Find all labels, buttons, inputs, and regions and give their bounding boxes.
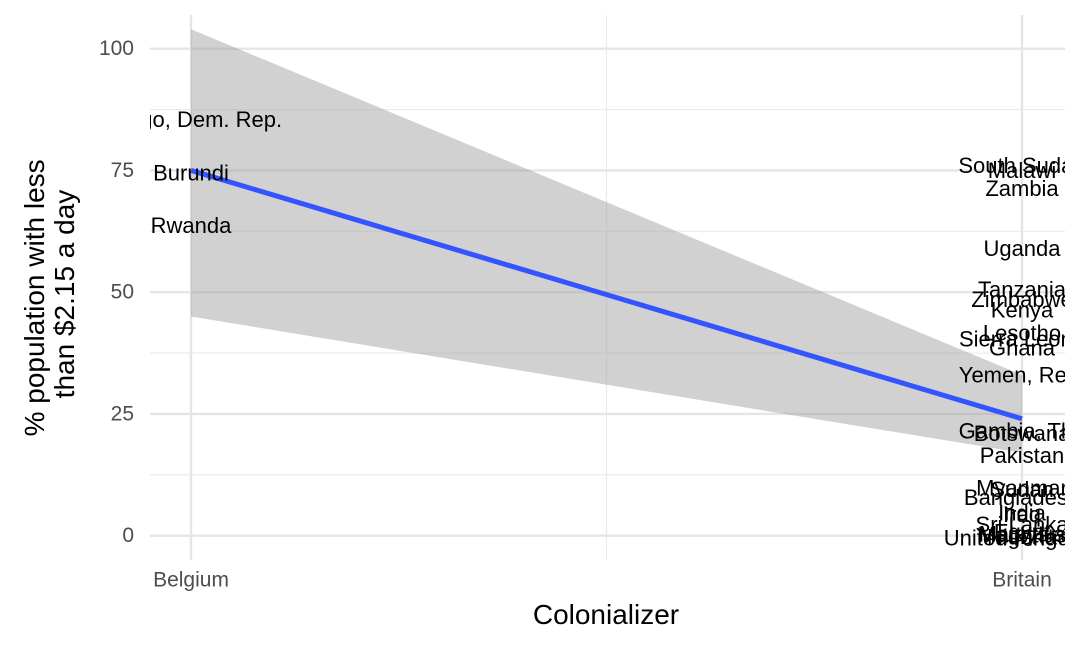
y-axis-ticks: 0 25 50 75 100 bbox=[99, 37, 134, 547]
point-label: Sierra Leone bbox=[959, 326, 1080, 351]
point-label: Burundi bbox=[153, 160, 229, 185]
point-label: Sudan bbox=[990, 477, 1054, 502]
point-label: Zambia bbox=[985, 176, 1059, 201]
y-tick-label: 25 bbox=[111, 402, 134, 425]
point-label: Ghana bbox=[989, 336, 1056, 361]
point-label: Zimbabwe bbox=[971, 287, 1072, 312]
point-label: Kenya bbox=[991, 298, 1054, 323]
confidence-band-layer bbox=[191, 29, 1022, 453]
point-label: Myanmar bbox=[976, 475, 1068, 500]
point-label: Gambia, The bbox=[959, 418, 1080, 443]
point-label: Nigeria bbox=[987, 525, 1057, 550]
point-label: Botswana bbox=[974, 421, 1071, 446]
y-axis-title: % population with less than $2.15 a day bbox=[19, 152, 80, 437]
point-label: United Kingdom bbox=[944, 526, 1080, 551]
y-tick-label: 100 bbox=[99, 37, 134, 60]
y-tick-label: 75 bbox=[111, 159, 134, 182]
point-label: Egypt bbox=[994, 519, 1050, 544]
confidence-band bbox=[191, 29, 1022, 453]
point-label: Bangladesh bbox=[964, 485, 1080, 510]
point-label: India bbox=[998, 500, 1046, 525]
gridlines bbox=[150, 15, 1065, 560]
point-label: Sri Lanka bbox=[976, 512, 1070, 537]
point-label: Malawi bbox=[988, 158, 1056, 183]
x-tick-label: Belgium bbox=[153, 569, 229, 592]
point-label: Lesotho bbox=[983, 321, 1061, 346]
trend-line bbox=[190, 168, 1023, 422]
trend-line-layer bbox=[190, 168, 1023, 422]
point-label: Pakistan bbox=[980, 443, 1064, 468]
point-label: Rwanda bbox=[151, 213, 232, 238]
point-label: Congo, Dem. Rep. bbox=[100, 107, 282, 132]
point-label: South Sudan bbox=[958, 153, 1080, 178]
y-tick-label: 0 bbox=[122, 524, 134, 547]
point-label: Uganda bbox=[983, 236, 1061, 261]
point-label: Mauritius bbox=[977, 523, 1066, 548]
x-axis-ticks: Belgium Britain bbox=[153, 569, 1052, 592]
point-label: Tanzania bbox=[978, 277, 1067, 302]
y-axis-title-line-1: % population with less bbox=[19, 159, 50, 436]
point-label: Yemen, Rep. bbox=[959, 362, 1080, 387]
point-label: Iraq bbox=[1003, 502, 1041, 527]
y-axis-title-line-2: than $2.15 a day bbox=[49, 190, 80, 399]
point-label: Malaysia bbox=[979, 522, 1067, 547]
y-tick-label: 50 bbox=[111, 281, 134, 304]
x-axis-title: Colonializer bbox=[533, 599, 679, 630]
x-tick-label: Britain bbox=[992, 569, 1052, 592]
point-labels: Congo, Dem. Rep. Burundi Rwanda South Sudan… bbox=[100, 107, 1080, 551]
